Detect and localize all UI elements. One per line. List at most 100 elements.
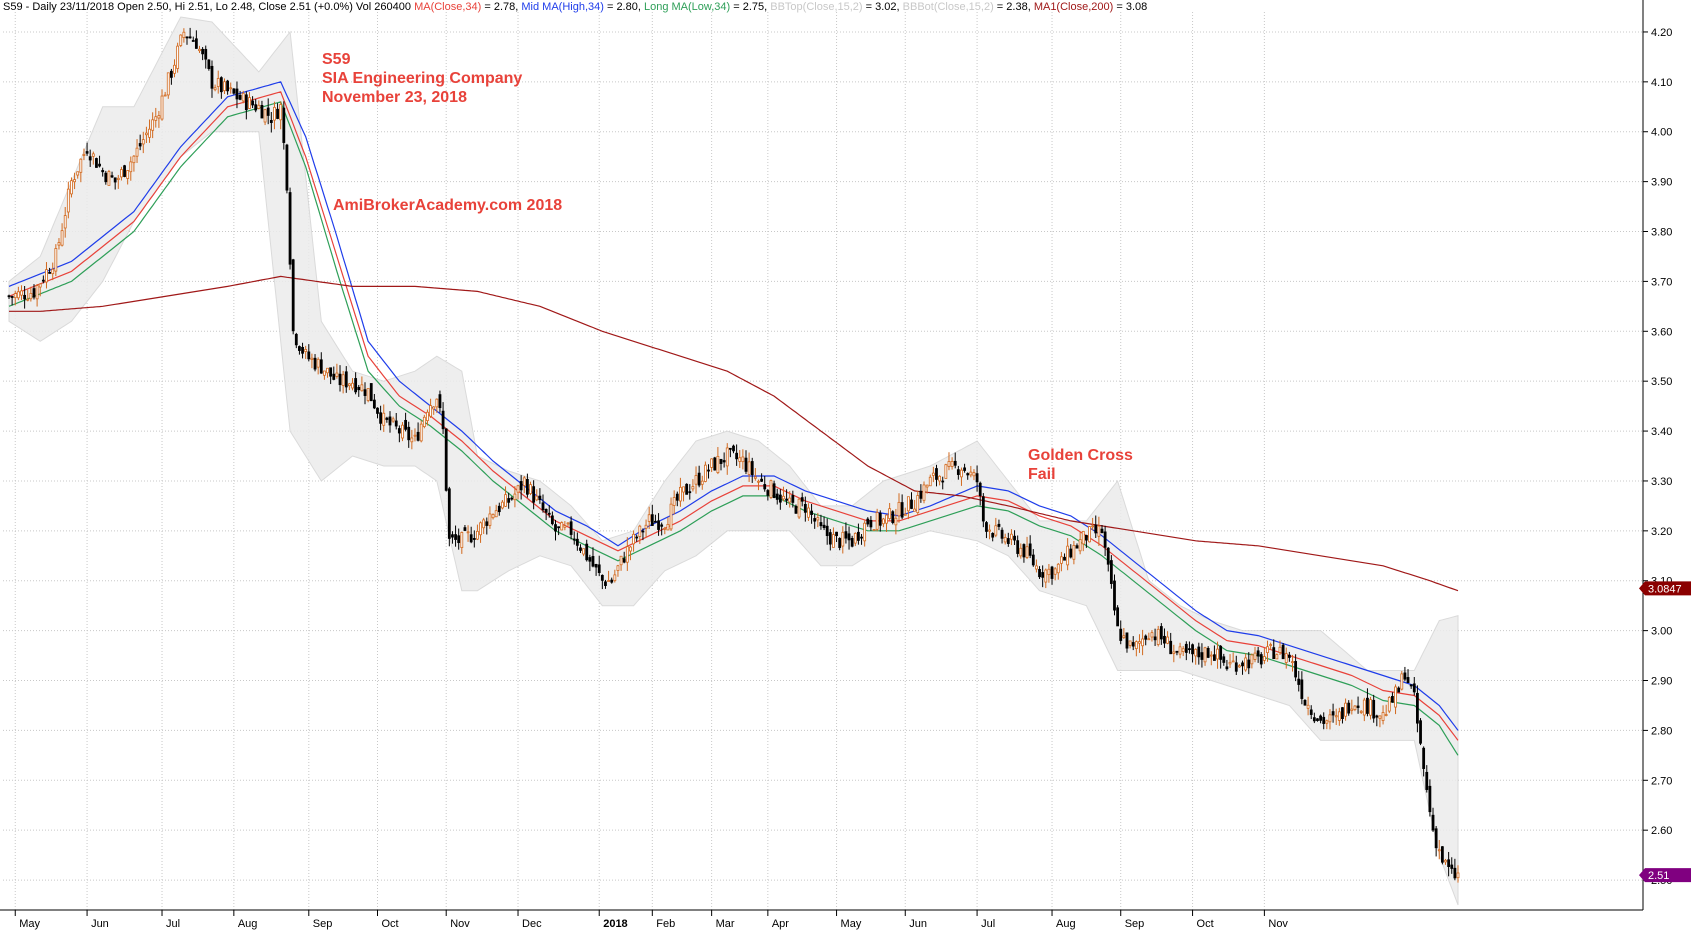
candle-body xyxy=(1362,699,1366,716)
candle-body xyxy=(82,154,86,156)
candle-body xyxy=(825,525,829,537)
candle-body xyxy=(157,115,161,119)
candle-body xyxy=(985,522,988,532)
candle-body xyxy=(910,499,913,509)
candle-body xyxy=(800,497,804,502)
candle-body xyxy=(351,382,354,389)
candle-body xyxy=(335,372,339,377)
candle-body xyxy=(1116,607,1120,627)
candle-body xyxy=(1294,661,1298,678)
candle-body xyxy=(1369,699,1372,716)
candle-body xyxy=(1163,635,1166,644)
candle-body xyxy=(319,359,323,374)
candle-body xyxy=(1072,545,1076,560)
candle-body xyxy=(994,525,998,536)
x-tick-label: Sep xyxy=(1125,918,1145,930)
candle-body xyxy=(956,469,960,475)
candle-body xyxy=(1381,712,1385,721)
candle-body xyxy=(685,483,689,495)
ma-line-3 xyxy=(9,275,1459,592)
candle-body xyxy=(991,533,995,538)
x-tick-label: Aug xyxy=(238,918,258,930)
candle-body xyxy=(1031,554,1035,566)
legend-item-6: BBTop(Close,15,2) xyxy=(770,1,863,13)
candle-body xyxy=(347,383,351,387)
candle-body xyxy=(1334,715,1338,718)
candle-body xyxy=(41,279,45,282)
candle-body xyxy=(1200,652,1204,660)
candle-body xyxy=(794,505,798,514)
candle-body xyxy=(682,486,685,493)
candle-body xyxy=(666,524,670,531)
candle-body xyxy=(1125,632,1129,649)
candle-body xyxy=(604,581,607,586)
candle-body xyxy=(419,423,423,442)
candle-body xyxy=(591,556,595,567)
candle-body xyxy=(778,494,782,503)
x-tick-label: Apr xyxy=(772,918,789,930)
candle-body xyxy=(63,215,67,229)
candle-body xyxy=(454,534,457,540)
candle-body xyxy=(57,242,61,246)
legend-item-4: Long MA(Low,34) xyxy=(643,1,731,13)
candle-body xyxy=(988,529,991,532)
candle-body xyxy=(422,416,426,428)
candle-body xyxy=(853,532,857,544)
candle-body xyxy=(1431,814,1435,831)
candle-body xyxy=(482,519,486,529)
candle-body xyxy=(1416,692,1419,724)
y-tick-label: 4.10 xyxy=(1651,77,1672,89)
candle-body xyxy=(1050,566,1054,579)
candle-body xyxy=(135,147,139,157)
candle-body xyxy=(29,293,33,300)
candle-body xyxy=(835,531,838,537)
candle-body xyxy=(307,351,311,360)
candle-body xyxy=(966,473,970,476)
candle-body xyxy=(1091,525,1095,528)
golden-cross-line1: Golden Cross xyxy=(1028,447,1133,464)
candle-body xyxy=(504,494,507,507)
candle-body xyxy=(694,475,698,485)
candle-body xyxy=(332,373,336,380)
candle-body xyxy=(750,461,754,476)
candle-body xyxy=(338,373,342,386)
candle-body xyxy=(857,531,860,541)
candle-body xyxy=(610,579,614,583)
candle-body xyxy=(416,431,420,441)
candle-body xyxy=(941,480,945,483)
candle-body xyxy=(120,169,123,178)
candle-body xyxy=(132,155,136,164)
candle-body xyxy=(644,524,648,529)
y-tick-label: 4.20 xyxy=(1651,27,1672,39)
candle-body xyxy=(1453,867,1457,879)
candle-body xyxy=(1069,548,1073,558)
candle-body xyxy=(863,522,867,542)
candle-body xyxy=(1262,656,1266,661)
candle-body xyxy=(807,507,810,518)
candle-body xyxy=(675,493,679,501)
candle-body xyxy=(663,527,667,530)
candle-body xyxy=(1297,678,1301,685)
candle-body xyxy=(1300,679,1304,699)
watermark-text: AmiBrokerAcademy.com 2018 xyxy=(333,197,563,214)
candle-body xyxy=(1437,849,1441,852)
candle-body xyxy=(204,48,208,60)
candle-body xyxy=(148,128,151,138)
candle-body xyxy=(1231,660,1235,663)
candle-body xyxy=(1419,720,1422,744)
x-tick-label: Jun xyxy=(91,918,109,930)
candle-body xyxy=(394,420,398,427)
x-tick-label: Aug xyxy=(1056,918,1076,930)
candle-body xyxy=(447,488,451,539)
x-tick-label: Feb xyxy=(656,918,675,930)
candle-body xyxy=(54,248,58,272)
candle-body xyxy=(1138,641,1141,644)
candle-body xyxy=(169,70,173,78)
candle-body xyxy=(1003,537,1007,543)
candle-body xyxy=(1169,640,1173,655)
candle-body xyxy=(329,367,333,377)
candle-body xyxy=(935,468,938,480)
candle-body xyxy=(516,485,520,493)
